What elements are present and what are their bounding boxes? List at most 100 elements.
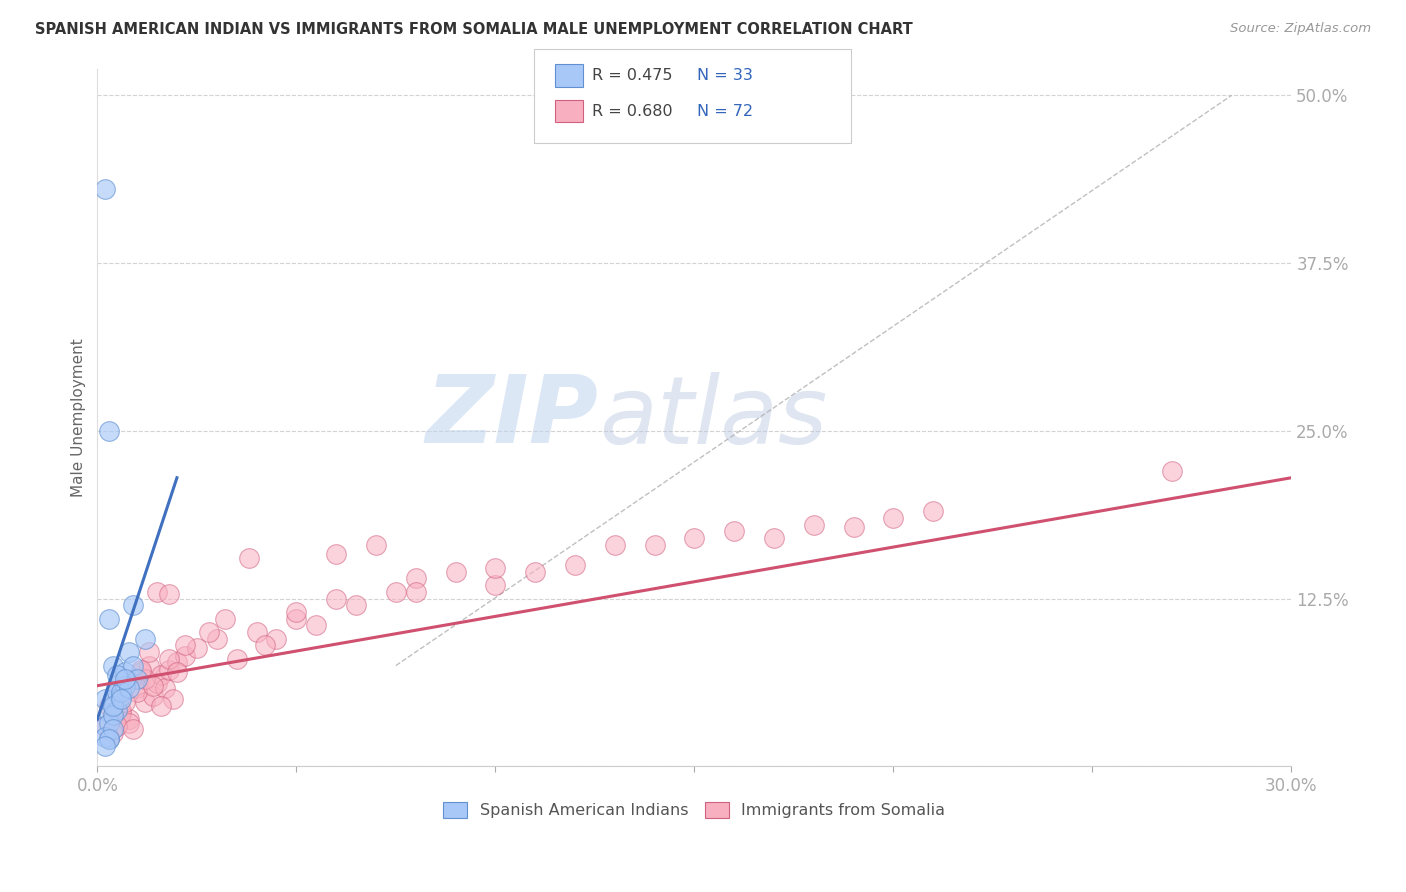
Point	[105, 679, 128, 693]
Text: R = 0.680: R = 0.680	[592, 104, 672, 119]
Point	[174, 639, 197, 653]
Point	[94, 692, 117, 706]
Text: N = 33: N = 33	[697, 69, 754, 83]
Point	[105, 685, 128, 699]
Point	[129, 665, 152, 680]
Point	[138, 645, 160, 659]
Point	[127, 672, 149, 686]
Point	[118, 645, 141, 659]
Point	[344, 598, 367, 612]
Point	[138, 658, 160, 673]
Point	[150, 668, 173, 682]
Point	[723, 524, 745, 539]
Point	[103, 708, 125, 723]
Point	[142, 690, 165, 704]
Point	[105, 668, 128, 682]
Point	[153, 681, 176, 696]
Point	[922, 504, 945, 518]
Point	[103, 708, 125, 723]
Point	[110, 672, 132, 686]
Point	[98, 730, 121, 744]
Point	[484, 560, 506, 574]
Point	[118, 712, 141, 726]
Point	[94, 719, 117, 733]
Point	[94, 730, 117, 744]
Point	[564, 558, 586, 572]
Point	[803, 517, 825, 532]
Point	[266, 632, 288, 646]
Point	[114, 665, 136, 680]
Point	[157, 652, 180, 666]
Point	[105, 685, 128, 699]
Point	[103, 725, 125, 739]
Point	[103, 658, 125, 673]
Point	[245, 625, 267, 640]
Point	[105, 719, 128, 733]
Point	[166, 665, 188, 680]
Point	[157, 587, 180, 601]
Point	[94, 182, 117, 196]
Text: ZIP: ZIP	[426, 371, 599, 463]
Point	[94, 719, 117, 733]
Text: N = 72: N = 72	[697, 104, 754, 119]
Point	[122, 598, 145, 612]
Point	[110, 692, 132, 706]
Point	[305, 618, 328, 632]
Point	[166, 655, 188, 669]
Point	[186, 641, 208, 656]
Point	[285, 612, 308, 626]
Point	[405, 571, 427, 585]
Point	[98, 698, 121, 713]
Point	[842, 520, 865, 534]
Point	[98, 706, 121, 720]
Point	[103, 692, 125, 706]
Text: R = 0.475: R = 0.475	[592, 69, 672, 83]
Point	[127, 681, 149, 696]
Point	[1161, 464, 1184, 478]
Point	[146, 676, 169, 690]
Point	[214, 612, 236, 626]
Point	[114, 679, 136, 693]
Point	[98, 732, 121, 747]
Point	[122, 722, 145, 736]
Point	[118, 681, 141, 696]
Point	[405, 584, 427, 599]
Point	[882, 511, 904, 525]
Point	[134, 632, 156, 646]
Point	[105, 703, 128, 717]
Point	[325, 591, 347, 606]
Point	[110, 690, 132, 704]
Point	[134, 672, 156, 686]
Point	[238, 551, 260, 566]
Point	[98, 612, 121, 626]
Point	[114, 679, 136, 693]
Point	[122, 672, 145, 686]
Point	[114, 695, 136, 709]
Point	[484, 578, 506, 592]
Point	[98, 424, 121, 438]
Point	[110, 685, 132, 699]
Point	[142, 679, 165, 693]
Y-axis label: Male Unemployment: Male Unemployment	[72, 338, 86, 497]
Point	[762, 531, 785, 545]
Point	[157, 663, 180, 677]
Point	[444, 565, 467, 579]
Point	[644, 538, 666, 552]
Point	[364, 538, 387, 552]
Point	[385, 584, 408, 599]
Point	[603, 538, 626, 552]
Point	[127, 685, 149, 699]
Point	[683, 531, 706, 545]
Point	[146, 584, 169, 599]
Point	[524, 565, 547, 579]
Text: atlas: atlas	[599, 372, 827, 463]
Point	[205, 632, 228, 646]
Point	[114, 672, 136, 686]
Point	[225, 652, 247, 666]
Point	[197, 625, 219, 640]
Text: SPANISH AMERICAN INDIAN VS IMMIGRANTS FROM SOMALIA MALE UNEMPLOYMENT CORRELATION: SPANISH AMERICAN INDIAN VS IMMIGRANTS FR…	[35, 22, 912, 37]
Point	[129, 663, 152, 677]
Point	[122, 658, 145, 673]
Text: Source: ZipAtlas.com: Source: ZipAtlas.com	[1230, 22, 1371, 36]
Point	[325, 547, 347, 561]
